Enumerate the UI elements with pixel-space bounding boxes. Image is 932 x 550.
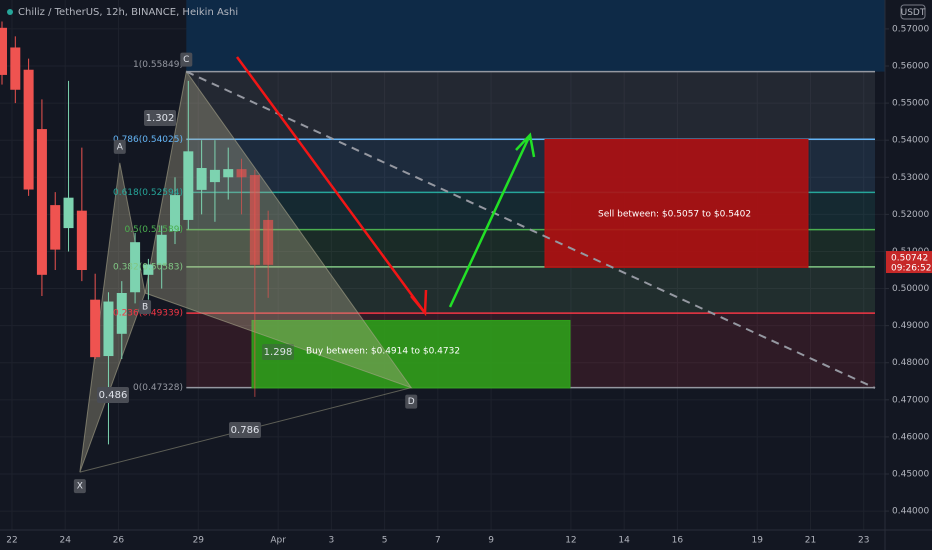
status-dot [7, 9, 13, 15]
pattern-triangle [144, 70, 413, 389]
candle-body [10, 47, 21, 90]
x-tick-label: 19 [752, 536, 764, 546]
fib-zone [186, 71, 875, 140]
down-arrow [235, 56, 428, 317]
ratio-label: 0.786 [231, 425, 260, 436]
zone-label: Buy between: $0.4914 to $0.4732 [306, 347, 460, 357]
point-label: A [117, 142, 124, 152]
trade-zone [544, 138, 809, 268]
fib-label: 0.5(0.51589) [124, 225, 183, 235]
ratio-box [262, 344, 294, 360]
candle-body [183, 151, 194, 220]
candle-body [76, 210, 87, 271]
currency-badge [900, 4, 926, 20]
y-tick-label: 0.55000 [892, 99, 929, 109]
point-label: X [77, 482, 83, 492]
candle-body [263, 219, 274, 265]
y-tick-label: 0.57000 [892, 24, 929, 34]
candle-body [90, 299, 101, 358]
candle-body [143, 264, 154, 275]
point-label-box [139, 300, 152, 315]
candle-body [223, 169, 234, 178]
point-label: D [408, 397, 415, 407]
upper-zone [186, 0, 885, 72]
price-tag [886, 251, 932, 274]
x-tick-label: 24 [59, 536, 71, 546]
candle-body [156, 234, 167, 265]
x-tick-label: 29 [193, 536, 205, 546]
candle-body [0, 27, 7, 75]
trade-zone [251, 319, 571, 389]
ratio-box [97, 387, 129, 403]
x-tick-label: 9 [488, 536, 494, 546]
y-tick-label: 0.56000 [892, 62, 929, 72]
y-tick-label: 0.44000 [892, 507, 929, 517]
candle-body [103, 301, 114, 357]
y-tick-label: 0.49000 [892, 321, 929, 331]
candle-body [236, 169, 247, 178]
x-tick-label: 3 [329, 536, 335, 546]
price-axis [885, 0, 932, 550]
ratio-label: 1.302 [146, 113, 175, 124]
ratio-label: 1.298 [264, 347, 293, 358]
candle-body [196, 168, 207, 190]
plot-area: Buy between: $0.4914 to $0.4732 Sell betw… [0, 0, 885, 530]
fib-label: 0.618(0.52594) [113, 188, 183, 198]
y-tick-label: 0.46000 [892, 432, 929, 442]
y-tick-label: 0.45000 [892, 469, 929, 479]
x-tick-label: 21 [805, 536, 816, 546]
y-tick-label: 0.48000 [892, 358, 929, 368]
ratio-box [144, 110, 176, 126]
chart-title: Chiliz / TetherUS, 12h, BINANCE, Heikin … [18, 7, 238, 18]
x-tick-label: 23 [858, 536, 869, 546]
candle-body [23, 69, 34, 190]
y-tick-label: 0.50000 [892, 284, 929, 294]
currency: USDT [901, 8, 926, 18]
y-tick-label: 0.54000 [892, 136, 929, 146]
candle-body [130, 242, 141, 293]
y-tick-label: 0.52000 [892, 210, 929, 220]
x-tick-label: 5 [382, 536, 388, 546]
candle-body [170, 195, 181, 232]
fib-label: 0.786(0.54025) [113, 135, 183, 145]
point-label: B [142, 303, 148, 313]
candle-body [50, 205, 61, 250]
x-tick-label: 12 [565, 536, 576, 546]
point-label: C [183, 55, 189, 65]
fib-zone [186, 266, 875, 314]
x-tick-label: 14 [618, 536, 630, 546]
candle-body [209, 169, 220, 183]
point-label-box [73, 479, 86, 494]
ratio-box [229, 422, 261, 438]
fib-label: 1(0.55849) [133, 60, 183, 70]
x-tick-label: 7 [435, 536, 441, 546]
x-tick-label: Apr [270, 536, 286, 546]
projection-line [185, 70, 876, 389]
ratio-label: 0.486 [99, 390, 128, 401]
fib-label: 0.382(0.50583) [113, 262, 183, 272]
point-label-box [405, 394, 418, 409]
x-tick-label: 22 [6, 536, 17, 546]
zone-label: Sell between: $0.5057 to $0.5402 [598, 210, 751, 220]
price-tag-value: 0.50742 [891, 254, 928, 264]
point-label-box [113, 139, 126, 154]
fib-label: 0(0.47328) [133, 383, 183, 393]
candle-body [116, 293, 127, 334]
up-arrow [448, 132, 536, 308]
point-label-box [180, 52, 193, 67]
x-tick-label: 26 [113, 536, 125, 546]
candle-body [36, 129, 47, 275]
y-tick-label: 0.47000 [892, 395, 929, 405]
x-tick-label: 16 [672, 536, 684, 546]
y-tick-label: 0.53000 [892, 173, 929, 183]
price-tag-countdown: 09:26:52 [891, 264, 931, 274]
time-axis [0, 530, 932, 550]
candle-body [249, 175, 260, 265]
candle-body [63, 197, 74, 229]
